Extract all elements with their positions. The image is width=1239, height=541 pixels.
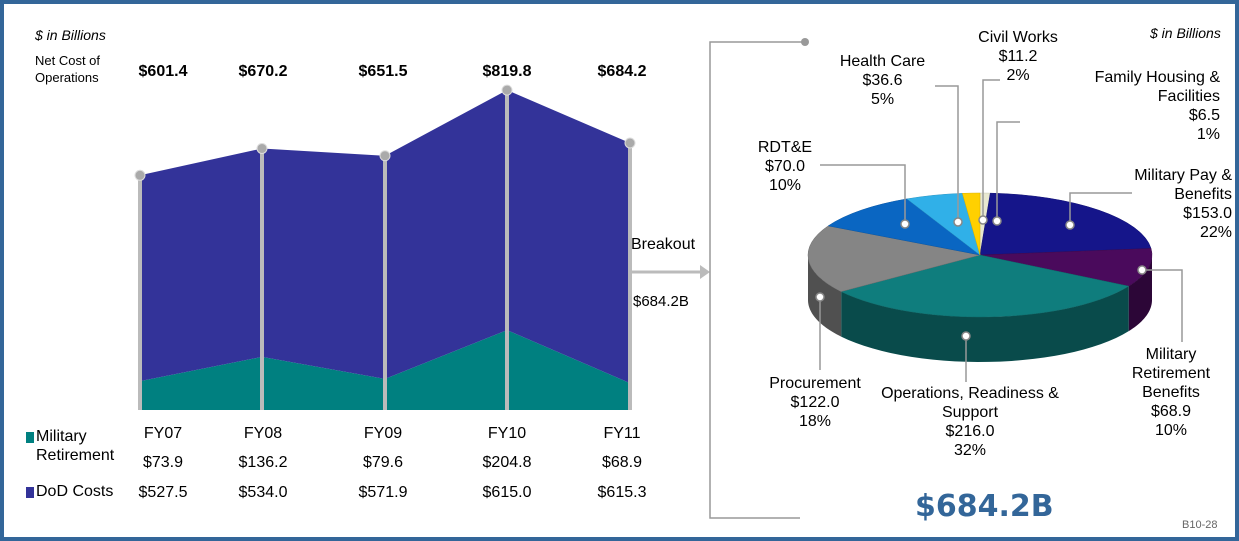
leader-dot [992,216,1002,226]
pie-percent-labels: 5% [870,91,895,108]
pie-categories: RDT&E [757,139,813,156]
pie-value-labels: $68.9 [1150,403,1192,420]
total-dot [256,142,268,154]
pie-slice [979,248,1153,287]
legend-label: Military Retirement [36,428,115,464]
value-label: $527.5 [139,484,188,501]
pie-slice-side [1128,255,1152,332]
leader-dot [953,217,963,227]
value-label: $615.3 [598,484,647,501]
pie-value-labels: $36.6 [862,72,903,89]
leader-line [1069,192,1132,225]
leader-line [935,85,959,222]
pie-categories: Health Care [839,53,926,70]
legend-swatch [26,432,34,443]
leader-line [1142,269,1183,342]
total-dot [501,84,513,96]
pie-slice [962,192,981,256]
leader-line [996,121,1020,221]
x-tick-label: FY09 [364,425,402,442]
x-tick-label: FY10 [488,425,526,442]
pie-categories: Operations, Readiness & Support [881,385,1059,421]
leader-line [820,164,906,224]
total-label: $670.2 [239,63,288,80]
leader-dot [1137,265,1147,275]
pie-value-labels: $11.2 [998,48,1038,65]
pie-value-labels: $216.0 [945,423,995,440]
bracket [709,41,805,519]
x-tick-label: FY07 [144,425,182,442]
pie-percent-labels: 32% [953,442,987,459]
value-label: $79.6 [363,454,403,471]
pie-percent-labels: 10% [1154,422,1188,439]
total-caption: Net Cost of Operations [35,53,101,85]
value-label: $534.0 [239,484,288,501]
pie-percent-labels: 18% [798,413,832,430]
leader-dot [961,331,971,341]
pie-slice [840,254,1130,318]
legend-label: DoD Costs [36,483,114,500]
value-label: $615.0 [483,484,532,501]
pie-slice [807,225,981,292]
leader-dot [1065,220,1075,230]
pie-value-labels: $70.0 [764,158,806,175]
total-label: $819.8 [483,63,532,80]
legend-swatch [26,487,34,498]
total-dot [134,169,146,181]
pie-value-labels: $6.5 [1188,107,1220,124]
pie-slice-side [841,286,1129,362]
pie-label: Procurement $122.0 18% [750,374,880,431]
total-label: $651.5 [359,63,408,80]
total-dot [379,150,391,162]
total-dot [624,137,636,149]
pie-categories: Civil Works [978,29,1058,46]
leader-dot [815,292,825,302]
pie-percent-labels: 1% [1196,126,1220,143]
arrow-head [700,265,710,279]
pie-label: Operations, Readiness & Support $216.0 32% [870,384,1070,460]
pie-label: RDT&E $70.0 10% [735,138,835,195]
pie-categories: Military Pay & Benefits [1134,167,1232,203]
pie-title: $684.2B [915,489,1054,524]
value-label: $204.8 [483,454,532,471]
pie-percent-labels: 2% [1006,67,1030,84]
pie-categories: Procurement [769,375,861,392]
leader-line [982,79,1000,220]
value-label: $571.9 [359,484,408,501]
total-label: $601.4 [139,63,188,80]
value-label: $136.2 [239,454,288,471]
pie-value-labels: $153.0 [1183,205,1232,222]
right-subtitle: $ in Billions [1150,25,1221,41]
pie-percent-labels: 22% [1199,224,1232,241]
value-label: $68.9 [602,454,642,471]
breakout-total: $684.2B [633,293,689,310]
pie-label: Civil Works $11.2 2% [948,28,1088,85]
left-subtitle: $ in Billions [35,27,106,43]
pie-categories: Family Housing & Facilities [1094,69,1220,105]
total-label: $684.2 [598,63,647,80]
pie-label: Military Pay & Benefits $153.0 22% [1110,166,1232,242]
pie-label: Family Housing & Facilities $6.5 1% [1070,68,1220,144]
bracket-dot [801,38,809,46]
pie-value-labels: $122.0 [790,394,840,411]
footer-code: B10-28 [1182,519,1218,531]
pie-categories: Military Retirement Benefits [1131,346,1211,401]
x-tick-label: FY08 [244,425,282,442]
breakout-label: Breakout [631,236,696,253]
pie-percent-labels: 10% [768,177,802,194]
leader-dot [900,219,910,229]
x-tick-label: FY11 [603,425,640,442]
leader-dot [978,215,988,225]
pie-label: Military Retirement Benefits $68.9 10% [1112,345,1230,440]
value-label: $73.9 [143,454,183,471]
pie-label: Health Care $36.6 5% [830,52,935,109]
